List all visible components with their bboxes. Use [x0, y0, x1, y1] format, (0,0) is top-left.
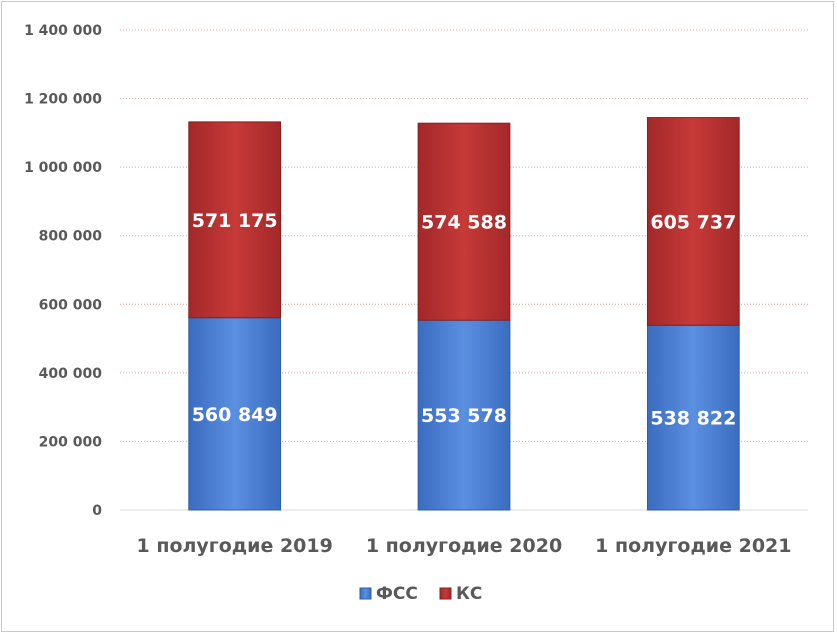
bar-segment	[417, 122, 511, 321]
y-tick-label: 400 000	[39, 366, 103, 382]
y-tick-label: 800 000	[39, 229, 103, 245]
data-labels: 560 849 571 175 553 578 574 588 538 822 605 7…	[192, 210, 737, 430]
y-tick-label: 600 000	[39, 297, 103, 313]
data-label: 571 175	[192, 210, 278, 232]
x-tick-label: 1 полугодие 2020	[366, 535, 562, 557]
legend-swatch	[359, 587, 372, 600]
legend-label: КС	[456, 584, 482, 604]
legend-swatch	[439, 587, 452, 600]
data-label: 605 737	[650, 211, 736, 233]
legend: ФСС КС	[359, 584, 482, 604]
x-axis: 1 полугодие 2019 1 полугодие 2020 1 полуго…	[136, 535, 791, 557]
x-tick-label: 1 полугодие 2021	[595, 535, 791, 557]
bar-segment	[188, 121, 282, 319]
bar-segment	[646, 324, 740, 511]
y-tick-label: 1 400 000	[24, 23, 102, 39]
legend-label: ФСС	[376, 584, 418, 604]
y-tick-label: 0	[92, 503, 102, 519]
bar-segment	[417, 319, 511, 511]
data-label: 574 588	[421, 212, 507, 234]
data-label: 553 578	[421, 405, 507, 427]
y-tick-label: 1 200 000	[24, 92, 102, 108]
bar-segment	[646, 117, 740, 326]
y-tick-label: 200 000	[39, 434, 103, 450]
bar-segment	[188, 317, 282, 511]
bars	[188, 117, 740, 511]
x-tick-label: 1 полугодие 2019	[136, 535, 332, 557]
data-label: 560 849	[192, 404, 278, 426]
data-label: 538 822	[650, 408, 736, 430]
y-tick-label: 1 000 000	[24, 160, 102, 176]
